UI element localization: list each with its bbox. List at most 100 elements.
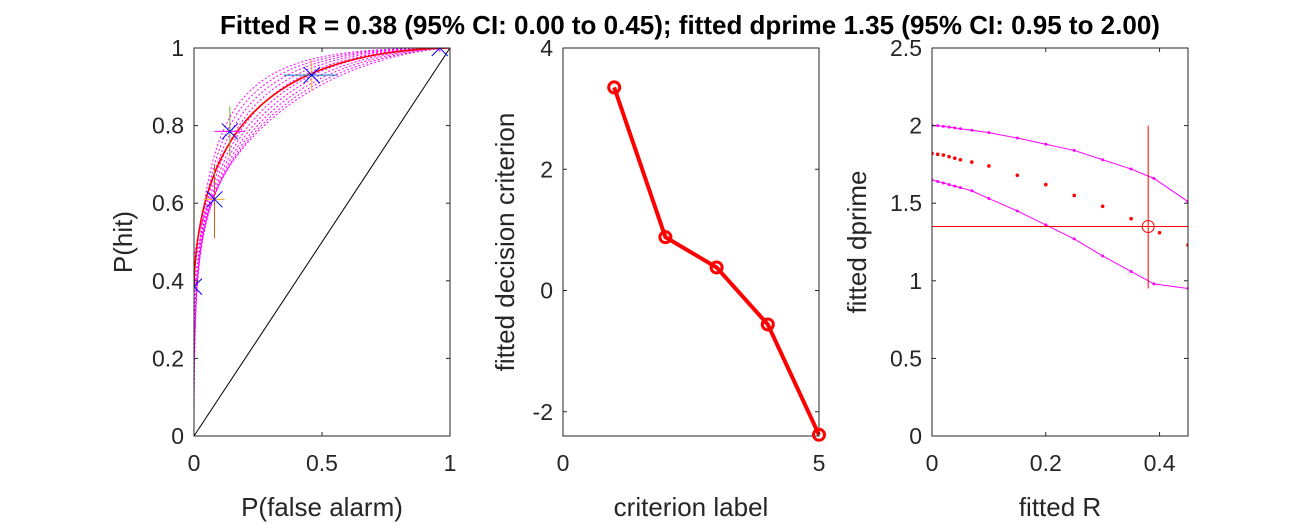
upper-ci-point: [1152, 176, 1156, 180]
x-tick-label: 5: [813, 450, 826, 476]
upper-ci-point: [947, 125, 951, 129]
ci-roc-curve: [194, 48, 450, 378]
observed-point-stroke: [194, 278, 203, 288]
y-tick-label: 0: [909, 423, 922, 449]
observed-points: [194, 48, 449, 295]
observed-point: [303, 66, 321, 84]
lower-ci-line: [932, 179, 1188, 290]
criterion-marker: [760, 317, 775, 332]
x-tick-label: 0: [188, 450, 201, 476]
ci-roc-curve: [194, 48, 450, 436]
y-tick-label: -2: [533, 399, 553, 425]
ci-roc-curve: [194, 48, 450, 281]
roc-y-label: P(hit): [108, 211, 138, 273]
lower-ci-point: [1129, 269, 1133, 273]
y-tick-label: 0: [540, 278, 553, 304]
lower-ci-point: [947, 183, 951, 187]
observed-point: [221, 123, 239, 140]
observed-point: [194, 278, 203, 295]
best-fit-point: [1072, 193, 1077, 198]
ci-curves: [194, 48, 450, 436]
y-tick-label: 1: [171, 35, 184, 61]
lower-ci-point: [970, 189, 974, 193]
chance-line: [194, 48, 450, 436]
best-fit-point: [970, 160, 974, 164]
x-tick-label: 1: [444, 450, 457, 476]
lower-ci-point: [1015, 209, 1019, 213]
upper-ci-point: [1015, 136, 1019, 140]
ci-roc-curve: [194, 48, 450, 262]
observed-point-stroke: [303, 66, 321, 84]
ci-roc-curve: [194, 48, 450, 301]
best-fit-point: [958, 157, 963, 162]
criterion-line: [612, 86, 821, 436]
fit-axes-box: [931, 47, 1189, 437]
y-tick-label: 0.5: [890, 345, 922, 371]
y-tick-label: 1: [909, 268, 922, 294]
lower-ci-point: [936, 179, 940, 183]
best-fit-point: [1100, 204, 1105, 209]
lower-ci-point: [941, 181, 945, 185]
upper-ci-point: [953, 126, 957, 130]
observed-point-stroke: [194, 285, 203, 295]
lower-ci-point: [1072, 237, 1076, 241]
upper-ci-point: [1072, 148, 1076, 152]
best-fit-point: [941, 153, 946, 157]
criterion-marker: [812, 427, 826, 442]
fit-x-label: fitted R: [1019, 492, 1101, 522]
roc-panel: 0 0.5 1 0 0.2 0.4 0.6 0.8 1 P(false alarm) P(hit…: [108, 35, 456, 522]
x-tick-label: 0: [926, 450, 939, 476]
upper-ci-point: [1129, 167, 1133, 171]
fit-panel: 0 0.2 0.4 0 0.5 1 1.5 2 2.5 fitted R fitted dpri…: [842, 35, 1189, 522]
x-tick-label: 0.5: [306, 450, 338, 476]
ci-roc-curve: [194, 48, 450, 320]
x-tick-label: 0: [557, 450, 570, 476]
best-fit-point: [1043, 182, 1048, 187]
lower-ci-point: [1152, 282, 1156, 286]
y-tick-label: 0: [171, 423, 184, 449]
ci-roc-curve: [194, 48, 450, 340]
criterion-x-label: criterion label: [614, 492, 769, 522]
observed-point: [206, 190, 223, 208]
criterion-markers: [607, 80, 826, 442]
fitted-roc-curve: [194, 48, 450, 289]
y-tick-label: 0.8: [152, 113, 184, 139]
criterion-marker: [607, 80, 622, 95]
lower-ci-point: [987, 197, 991, 201]
fit-plot-area: [932, 124, 1188, 291]
y-tick-label: 2: [540, 156, 553, 182]
criterion-marker: [658, 230, 673, 245]
lower-ci-point: [1044, 223, 1048, 227]
observed-point-stroke: [206, 190, 223, 208]
ci-roc-curve: [194, 48, 450, 417]
best-fit-point: [1157, 230, 1162, 235]
upper-ci-point: [1044, 142, 1048, 146]
roc-ticks: 0 0.5 1 0 0.2 0.4 0.6 0.8 1: [152, 35, 456, 476]
fit-estimate: [932, 125, 1188, 289]
upper-ci-point: [936, 124, 940, 128]
lower-ci-point: [1101, 254, 1105, 258]
observed-point-stroke: [221, 123, 239, 140]
lower-ci-point: [958, 186, 962, 190]
fit-ticks: 0 0.2 0.4 0 0.5 1 1.5 2 2.5: [890, 35, 1188, 476]
best-fit-point: [987, 164, 991, 168]
fit-y-label: fitted dprime: [842, 170, 872, 313]
y-tick-label: 0.2: [152, 345, 184, 371]
observed-error-bars: [194, 48, 443, 301]
best-fit-point: [947, 154, 951, 159]
observed-point-stroke: [431, 48, 441, 57]
y-tick-label: 0.4: [152, 268, 184, 294]
ci-roc-curve: [194, 48, 450, 359]
upper-ci-point: [941, 124, 945, 128]
x-tick-label: 0.2: [1030, 450, 1062, 476]
roc-x-label: P(false alarm): [241, 492, 403, 522]
criterion-axes-box: [562, 47, 820, 437]
best-fit-point: [1129, 216, 1133, 221]
y-tick-label: 1.5: [890, 190, 922, 216]
upper-ci-point: [1101, 158, 1105, 162]
observed-point-stroke: [439, 48, 449, 57]
observed-point: [431, 48, 449, 57]
best-fit-point: [952, 156, 957, 160]
